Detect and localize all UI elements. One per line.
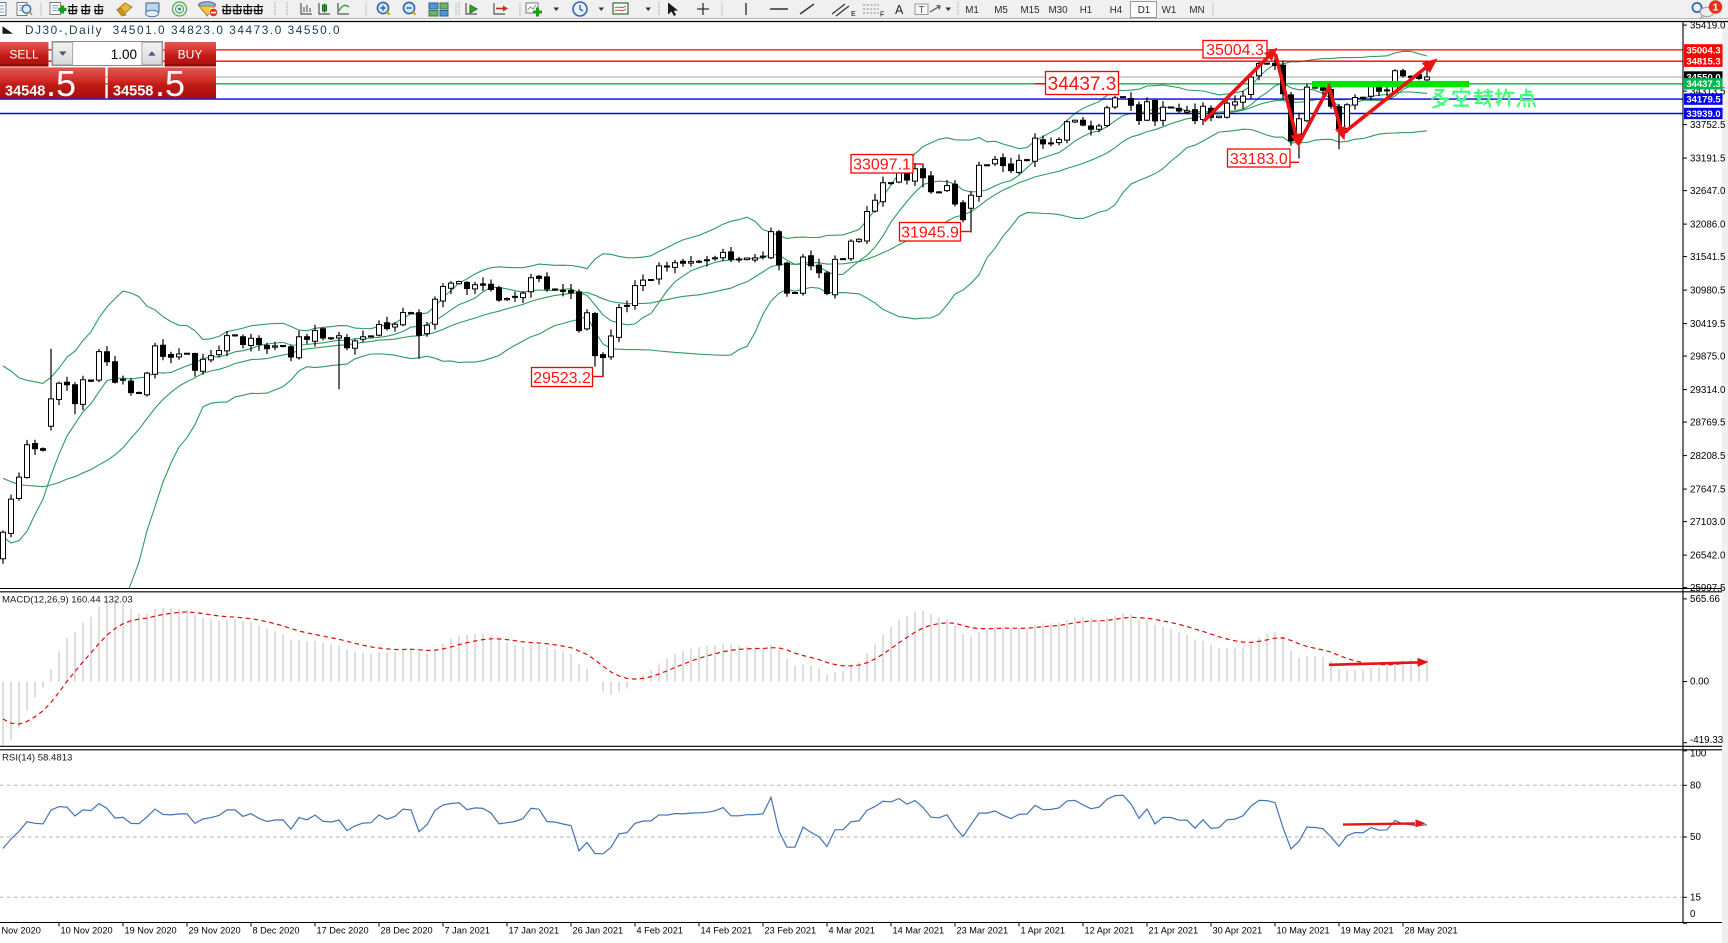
svg-text:33183.0: 33183.0 xyxy=(1230,151,1288,168)
svg-text:14 Feb 2021: 14 Feb 2021 xyxy=(701,926,753,936)
svg-text:33939.0: 33939.0 xyxy=(1686,109,1720,120)
svg-text:MACD(12,26,9) 160.44 132.03: MACD(12,26,9) 160.44 132.03 xyxy=(2,595,133,606)
svg-text:31945.9: 31945.9 xyxy=(901,225,959,242)
svg-text:29314.0: 29314.0 xyxy=(1690,385,1726,396)
svg-text:34313.5: 34313.5 xyxy=(1690,86,1726,97)
svg-text:28208.5: 28208.5 xyxy=(1690,451,1726,462)
svg-text:31541.5: 31541.5 xyxy=(1690,252,1726,263)
svg-text:H1: H1 xyxy=(1080,5,1093,16)
svg-text:30980.5: 30980.5 xyxy=(1690,285,1726,296)
svg-text:29523.2: 29523.2 xyxy=(533,370,591,387)
svg-text:1 Apr 2021: 1 Apr 2021 xyxy=(1021,926,1065,936)
svg-text:27647.5: 27647.5 xyxy=(1690,484,1726,495)
svg-text:80: 80 xyxy=(1690,781,1701,792)
svg-text:26 Jan 2021: 26 Jan 2021 xyxy=(573,926,624,936)
svg-text:35004.3: 35004.3 xyxy=(1686,45,1720,56)
svg-text:34437.3: 34437.3 xyxy=(1686,79,1720,90)
svg-text:Nov 2020: Nov 2020 xyxy=(2,926,41,936)
svg-text:32647.0: 32647.0 xyxy=(1690,186,1726,197)
svg-text:M30: M30 xyxy=(1048,5,1068,16)
svg-text:100: 100 xyxy=(1690,748,1707,759)
svg-text:50: 50 xyxy=(1690,832,1701,843)
svg-text:29875.0: 29875.0 xyxy=(1690,351,1726,362)
svg-text:17 Dec 2020: 17 Dec 2020 xyxy=(317,926,369,936)
svg-text:M1: M1 xyxy=(965,5,979,16)
svg-text:34437.3: 34437.3 xyxy=(1048,74,1117,95)
svg-text:15: 15 xyxy=(1690,893,1701,904)
svg-text:27103.0: 27103.0 xyxy=(1690,517,1726,528)
svg-text:12 Apr 2021: 12 Apr 2021 xyxy=(1085,926,1135,936)
svg-text:T: T xyxy=(919,5,925,16)
svg-text:21 Apr 2021: 21 Apr 2021 xyxy=(1149,926,1199,936)
svg-text:32086.0: 32086.0 xyxy=(1690,219,1726,230)
svg-text:4 Feb 2021: 4 Feb 2021 xyxy=(637,926,684,936)
svg-text:34179.5: 34179.5 xyxy=(1686,95,1721,106)
svg-text:DJ30-,Daily 34501.0 34823.0 3: DJ30-,Daily 34501.0 34823.0 34473.0 3455… xyxy=(25,23,341,37)
svg-text:26542.0: 26542.0 xyxy=(1690,550,1726,561)
svg-text:.5: .5 xyxy=(46,63,76,104)
svg-text:-419.33: -419.33 xyxy=(1690,735,1724,746)
svg-text:0: 0 xyxy=(1690,909,1696,920)
svg-text:565.66: 565.66 xyxy=(1690,594,1721,605)
svg-text:H4: H4 xyxy=(1110,5,1123,16)
svg-text:M5: M5 xyxy=(994,5,1008,16)
svg-text:14 Mar 2021: 14 Mar 2021 xyxy=(893,926,945,936)
svg-text:M15: M15 xyxy=(1020,5,1040,16)
svg-text:D1: D1 xyxy=(1138,5,1151,16)
svg-text:10 Nov 2020: 10 Nov 2020 xyxy=(61,926,113,936)
svg-text:23 Feb 2021: 23 Feb 2021 xyxy=(765,926,817,936)
svg-text:BUY: BUY xyxy=(178,48,203,62)
svg-text:A: A xyxy=(895,3,904,17)
svg-text:10 May 2021: 10 May 2021 xyxy=(1277,926,1330,936)
svg-text:RSI(14) 58.4813: RSI(14) 58.4813 xyxy=(2,753,72,764)
svg-text:1.00: 1.00 xyxy=(111,47,137,62)
svg-text:34815.3: 34815.3 xyxy=(1686,57,1720,68)
svg-text:MN: MN xyxy=(1189,5,1204,16)
svg-text:34548: 34548 xyxy=(5,84,45,100)
svg-text:19 May 2021: 19 May 2021 xyxy=(1341,926,1394,936)
svg-text:F: F xyxy=(880,12,884,19)
svg-text:19 Nov 2020: 19 Nov 2020 xyxy=(125,926,177,936)
svg-text:8 Dec 2020: 8 Dec 2020 xyxy=(253,926,300,936)
svg-text:28 Dec 2020: 28 Dec 2020 xyxy=(381,926,433,936)
svg-text:4 Mar 2021: 4 Mar 2021 xyxy=(829,926,875,936)
svg-text:33097.1: 33097.1 xyxy=(853,157,911,174)
svg-text:17 Jan 2021: 17 Jan 2021 xyxy=(509,926,560,936)
svg-text:33191.5: 33191.5 xyxy=(1690,153,1726,164)
svg-text:33752.5: 33752.5 xyxy=(1690,120,1726,131)
svg-text:29 Nov 2020: 29 Nov 2020 xyxy=(189,926,241,936)
svg-text:0.00: 0.00 xyxy=(1690,677,1710,688)
svg-text:35004.3: 35004.3 xyxy=(1206,42,1264,59)
svg-text:23 Mar 2021: 23 Mar 2021 xyxy=(957,926,1009,936)
svg-text:SELL: SELL xyxy=(9,48,39,62)
svg-text:30 Apr 2021: 30 Apr 2021 xyxy=(1213,926,1263,936)
svg-text:34550.0: 34550.0 xyxy=(1686,72,1720,83)
svg-text:E: E xyxy=(851,11,856,18)
svg-text:W1: W1 xyxy=(1162,5,1177,16)
svg-text:.5: .5 xyxy=(155,63,185,104)
svg-text:35419.0: 35419.0 xyxy=(1690,20,1726,31)
svg-text:28769.5: 28769.5 xyxy=(1690,417,1726,428)
svg-text:25997.5: 25997.5 xyxy=(1690,583,1726,594)
svg-text:1: 1 xyxy=(1713,2,1719,14)
svg-text:30419.5: 30419.5 xyxy=(1690,319,1726,330)
svg-text:28 May 2021: 28 May 2021 xyxy=(1405,926,1458,936)
svg-text:7 Jan 2021: 7 Jan 2021 xyxy=(445,926,490,936)
svg-text:34558: 34558 xyxy=(113,84,153,100)
